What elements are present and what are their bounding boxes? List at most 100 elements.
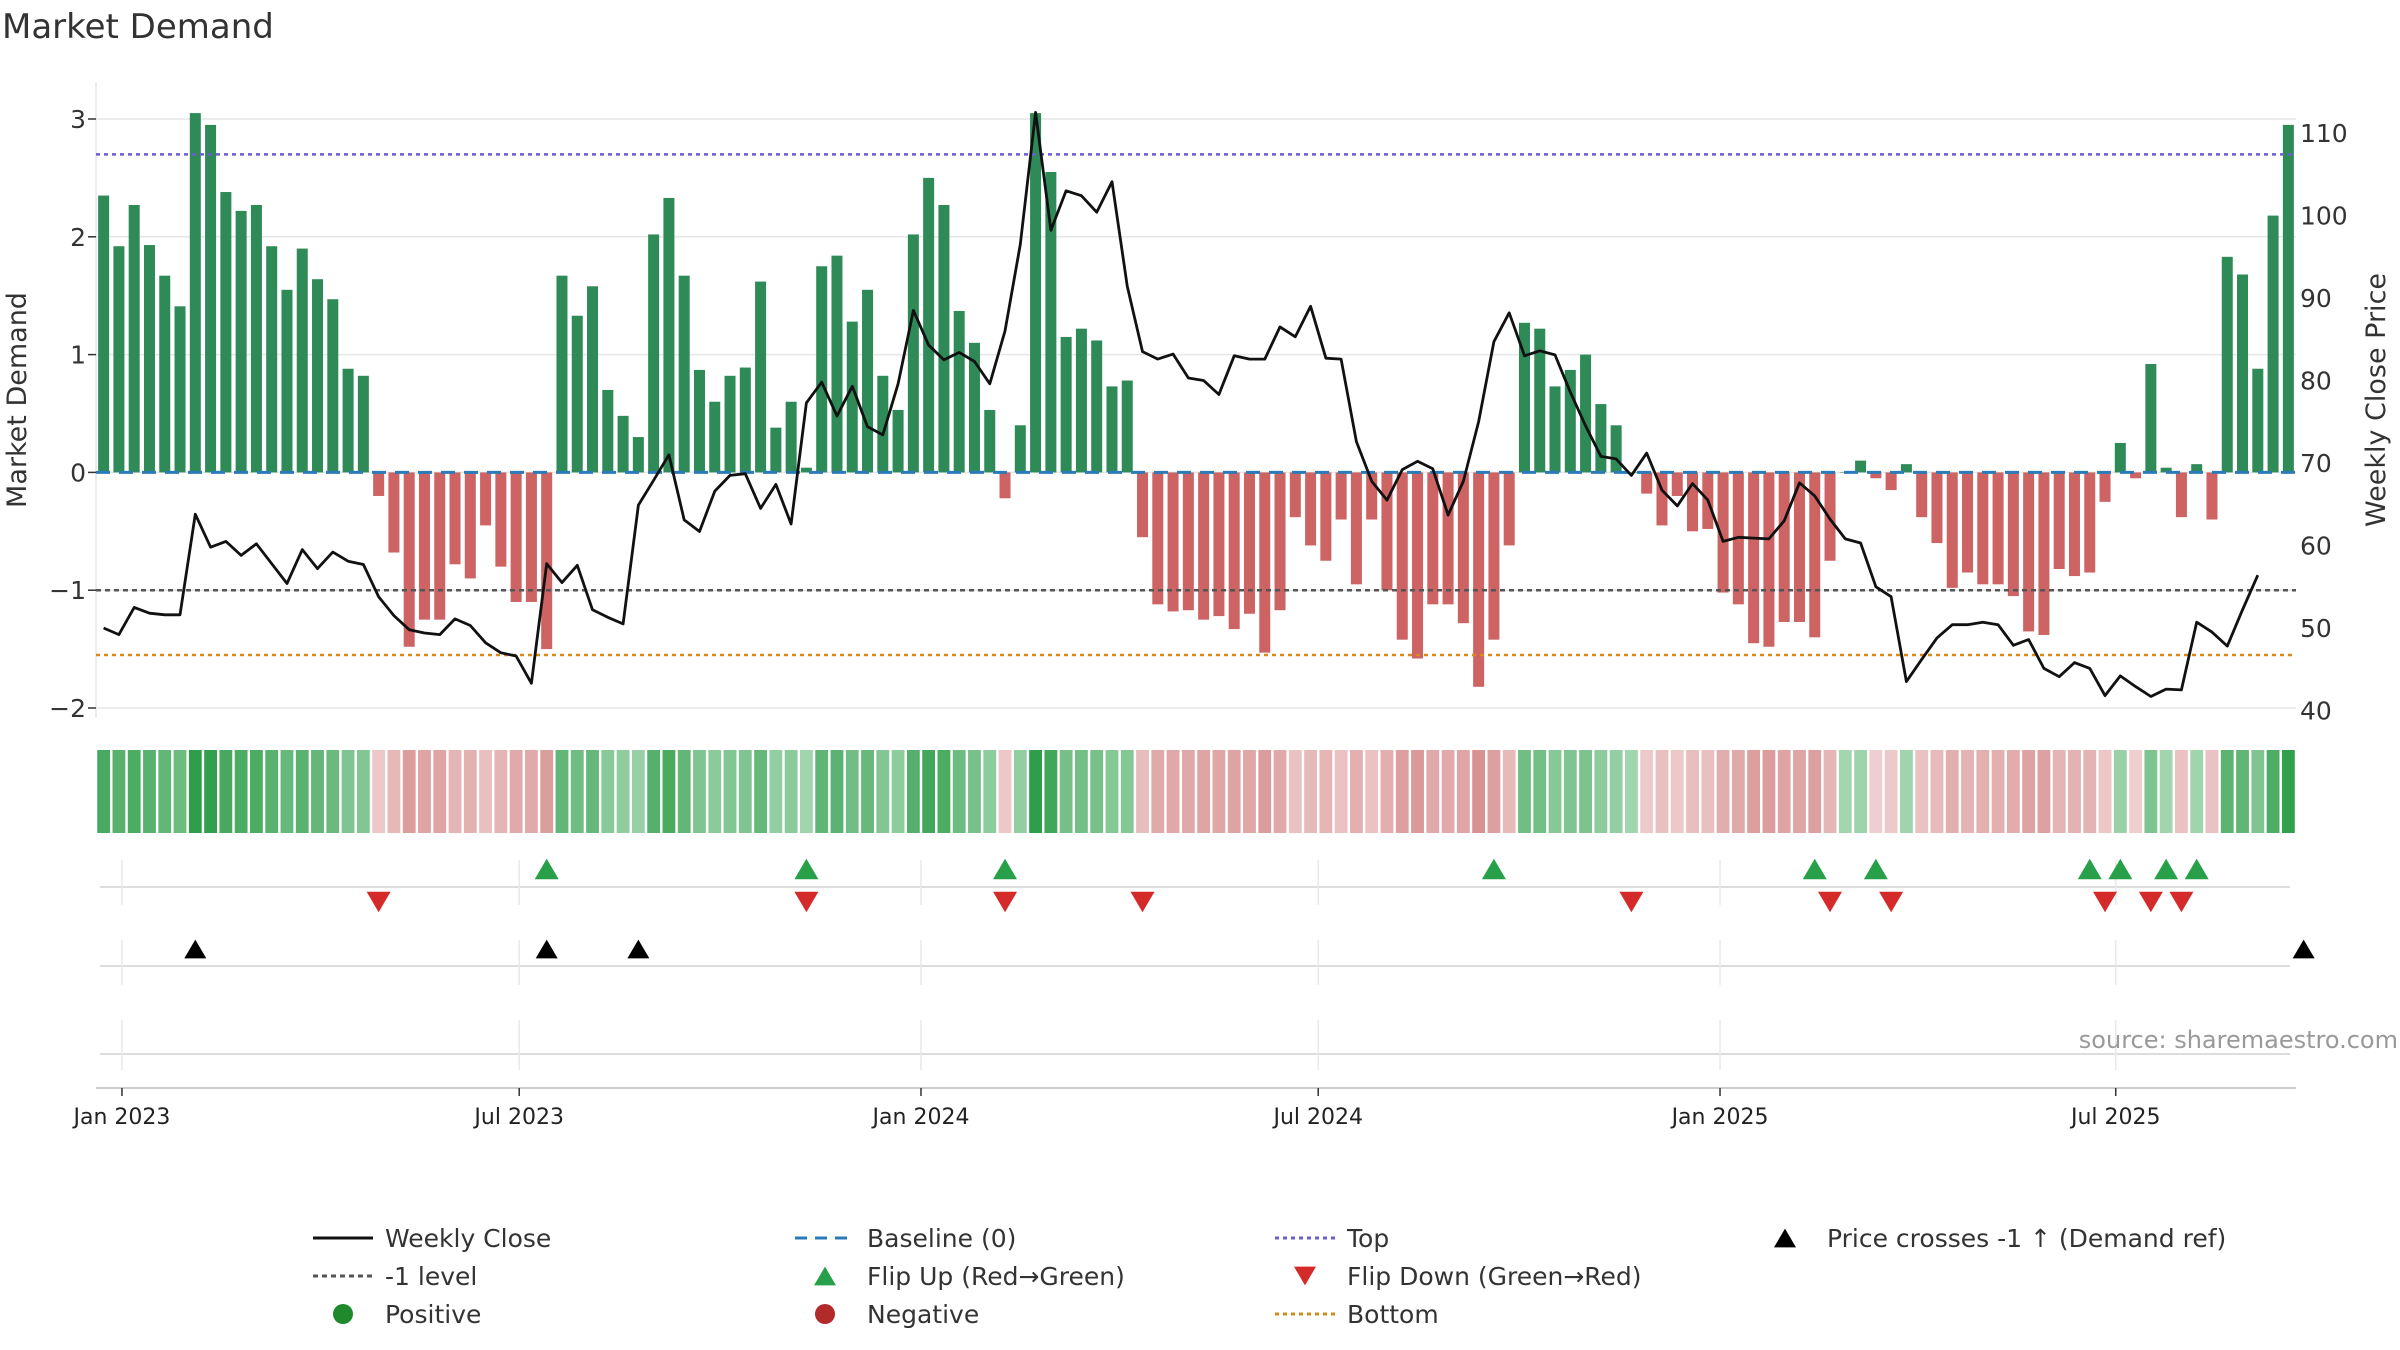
- heat-cell: [952, 750, 966, 833]
- heat-cell: [234, 750, 248, 833]
- heat-cell: [250, 750, 263, 833]
- demand-bar: [2175, 472, 2187, 518]
- legend-swatch-triangle-up: [1774, 1228, 1796, 1248]
- heat-cell: [1243, 750, 1256, 833]
- heat-cell: [280, 750, 294, 833]
- y-axis-label: Market Demand: [2, 292, 33, 508]
- flip-up-marker: [2077, 858, 2102, 880]
- heat-cell: [1441, 750, 1455, 833]
- y2-axis-ticks: 40 50 60 70 80 90 100 110: [2300, 119, 2348, 726]
- heat-cell: [937, 750, 951, 833]
- heat-cell: [1059, 750, 1073, 833]
- demand-bar: [312, 279, 324, 473]
- heat-cell: [830, 750, 844, 833]
- y-tick-label: −2: [49, 694, 86, 723]
- demand-bar: [449, 472, 461, 565]
- demand-bar: [2267, 215, 2279, 473]
- demand-bar: [1503, 472, 1515, 546]
- demand-bar: [1748, 472, 1760, 644]
- demand-bar: [2237, 274, 2249, 473]
- heat-cell: [1304, 750, 1317, 833]
- demand-bar: [1213, 472, 1225, 617]
- flip-up-marker: [993, 858, 1018, 880]
- flip-down-marker: [366, 891, 391, 913]
- heat-cell: [922, 750, 936, 833]
- demand-bar: [816, 266, 828, 473]
- demand-bar: [831, 255, 843, 473]
- demand-bar: [2068, 472, 2080, 577]
- weekly-close-line: [103, 111, 2260, 698]
- demand-bar: [923, 177, 935, 473]
- heat-cell: [1487, 750, 1501, 833]
- demand-bar: [1014, 425, 1026, 473]
- heat-cell: [845, 750, 859, 833]
- heat-cell: [2006, 750, 2020, 833]
- heat-cell: [754, 750, 767, 833]
- demand-bar: [434, 472, 446, 620]
- demand-bar: [877, 375, 889, 473]
- heat-cell: [662, 750, 676, 833]
- heat-cell: [998, 750, 1012, 833]
- heat-cell: [1838, 750, 1852, 833]
- grid-lines: [95, 82, 2296, 718]
- heat-cell: [983, 750, 997, 833]
- demand-bar: [693, 369, 705, 473]
- demand-bar: [1595, 404, 1607, 473]
- demand-bar: [1350, 472, 1362, 585]
- demand-bar: [1137, 472, 1149, 538]
- demand-bar: [1167, 472, 1179, 612]
- legend-label: Bottom: [1347, 1300, 1439, 1329]
- heat-cell: [586, 750, 599, 833]
- demand-bar: [525, 472, 537, 602]
- heat-cell: [2098, 750, 2112, 833]
- demand-bar: [1182, 472, 1194, 611]
- demand-bar: [189, 113, 201, 473]
- demand-bar: [770, 427, 782, 473]
- demand-bar: [785, 401, 797, 473]
- demand-bar: [1106, 386, 1118, 473]
- demand-bar: [1931, 472, 1943, 544]
- heat-cell: [1288, 750, 1302, 833]
- weekly-close-series: [103, 111, 2260, 698]
- heat-cell: [1151, 750, 1165, 833]
- demand-bar: [1320, 472, 1332, 561]
- flip-down-marker: [1879, 891, 1904, 913]
- heat-cell: [1686, 750, 1699, 833]
- flip-up-marker: [534, 858, 559, 880]
- demand-bar: [480, 472, 492, 526]
- y-tick-label: 2: [70, 223, 86, 252]
- heat-cell: [1930, 750, 1944, 833]
- flip-up-marker: [2184, 858, 2209, 880]
- demand-bar: [2114, 442, 2126, 473]
- heat-cell: [112, 750, 126, 833]
- demand-bar: [541, 472, 553, 650]
- price-cross-marker: [184, 939, 207, 959]
- heat-cell: [1716, 750, 1730, 833]
- y-tick-label: −1: [49, 576, 86, 605]
- heat-cell: [1533, 750, 1547, 833]
- demand-bar: [1289, 472, 1301, 518]
- demand-bar: [281, 289, 293, 473]
- demand-bar: [159, 275, 171, 473]
- heat-cell: [2113, 750, 2127, 833]
- demand-bar: [174, 306, 186, 473]
- heat-cell: [1548, 750, 1562, 833]
- demand-bar: [953, 311, 965, 473]
- demand-bar: [892, 409, 904, 473]
- heat-cell: [540, 750, 554, 833]
- demand-bar: [1457, 472, 1469, 624]
- heat-cell: [418, 750, 431, 833]
- heat-cell: [815, 750, 829, 833]
- heat-cell: [1945, 750, 1959, 833]
- heat-cell: [2068, 750, 2081, 833]
- y2-tick-label: 50: [2300, 614, 2332, 643]
- heat-cell: [861, 750, 874, 833]
- heat-cell: [1884, 750, 1898, 833]
- heat-cell: [158, 750, 172, 833]
- legend-item: Bottom: [1275, 1300, 1439, 1329]
- legend-item: Positive: [333, 1300, 481, 1329]
- heat-cell: [1518, 750, 1531, 833]
- heat-cell: [1029, 750, 1042, 833]
- demand-bar: [1412, 472, 1424, 659]
- demand-bar: [1962, 472, 1974, 573]
